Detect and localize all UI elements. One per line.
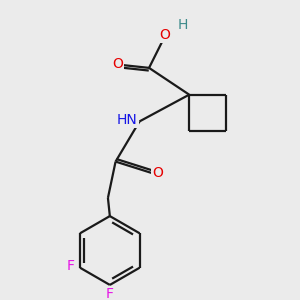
- Text: H: H: [177, 18, 188, 32]
- Text: HN: HN: [117, 112, 138, 127]
- Text: O: O: [159, 28, 170, 42]
- Text: F: F: [106, 287, 114, 300]
- Text: F: F: [67, 259, 74, 273]
- Text: O: O: [112, 57, 123, 71]
- Text: O: O: [152, 166, 163, 180]
